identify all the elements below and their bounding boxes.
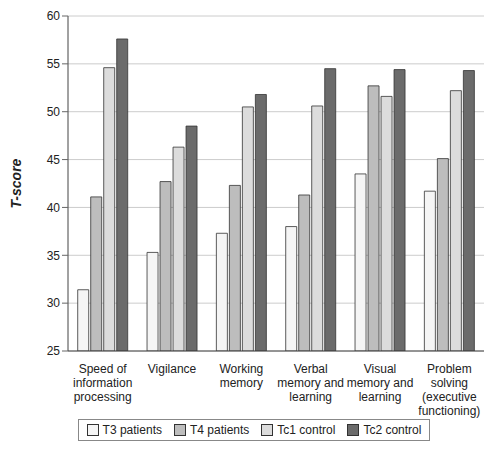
html-text:Tc1 control: Tc1 control bbox=[277, 423, 336, 437]
svg-text:Visualmemory andlearning: Visualmemory andlearning bbox=[347, 362, 414, 404]
svg-text:Speed ofinformationprocessing: Speed ofinformationprocessing bbox=[73, 362, 132, 404]
html-text:Tc2 control: Tc2 control bbox=[363, 423, 422, 437]
svg-text:35: 35 bbox=[47, 249, 61, 263]
html-text:T4 patients: T4 patients bbox=[190, 423, 250, 437]
svg-text:T-score: T-score bbox=[8, 158, 24, 208]
svg-text:Verbalmemory andlearning: Verbalmemory andlearning bbox=[277, 362, 344, 404]
svg-text:55: 55 bbox=[47, 57, 61, 71]
svg-text:Workingmemory: Workingmemory bbox=[219, 362, 263, 390]
svg-text:60: 60 bbox=[47, 9, 61, 23]
svg-text:Vigilance: Vigilance bbox=[148, 362, 197, 376]
svg-text:50: 50 bbox=[47, 105, 61, 119]
html-text:T3 patients: T3 patients bbox=[102, 423, 162, 437]
svg-text:25: 25 bbox=[47, 344, 61, 358]
svg-text:Problemsolving(executivefuncti: Problemsolving(executivefunctioning) bbox=[418, 362, 480, 418]
svg-text:40: 40 bbox=[47, 201, 61, 215]
svg-text:45: 45 bbox=[47, 153, 61, 167]
svg-text:30: 30 bbox=[47, 296, 61, 310]
